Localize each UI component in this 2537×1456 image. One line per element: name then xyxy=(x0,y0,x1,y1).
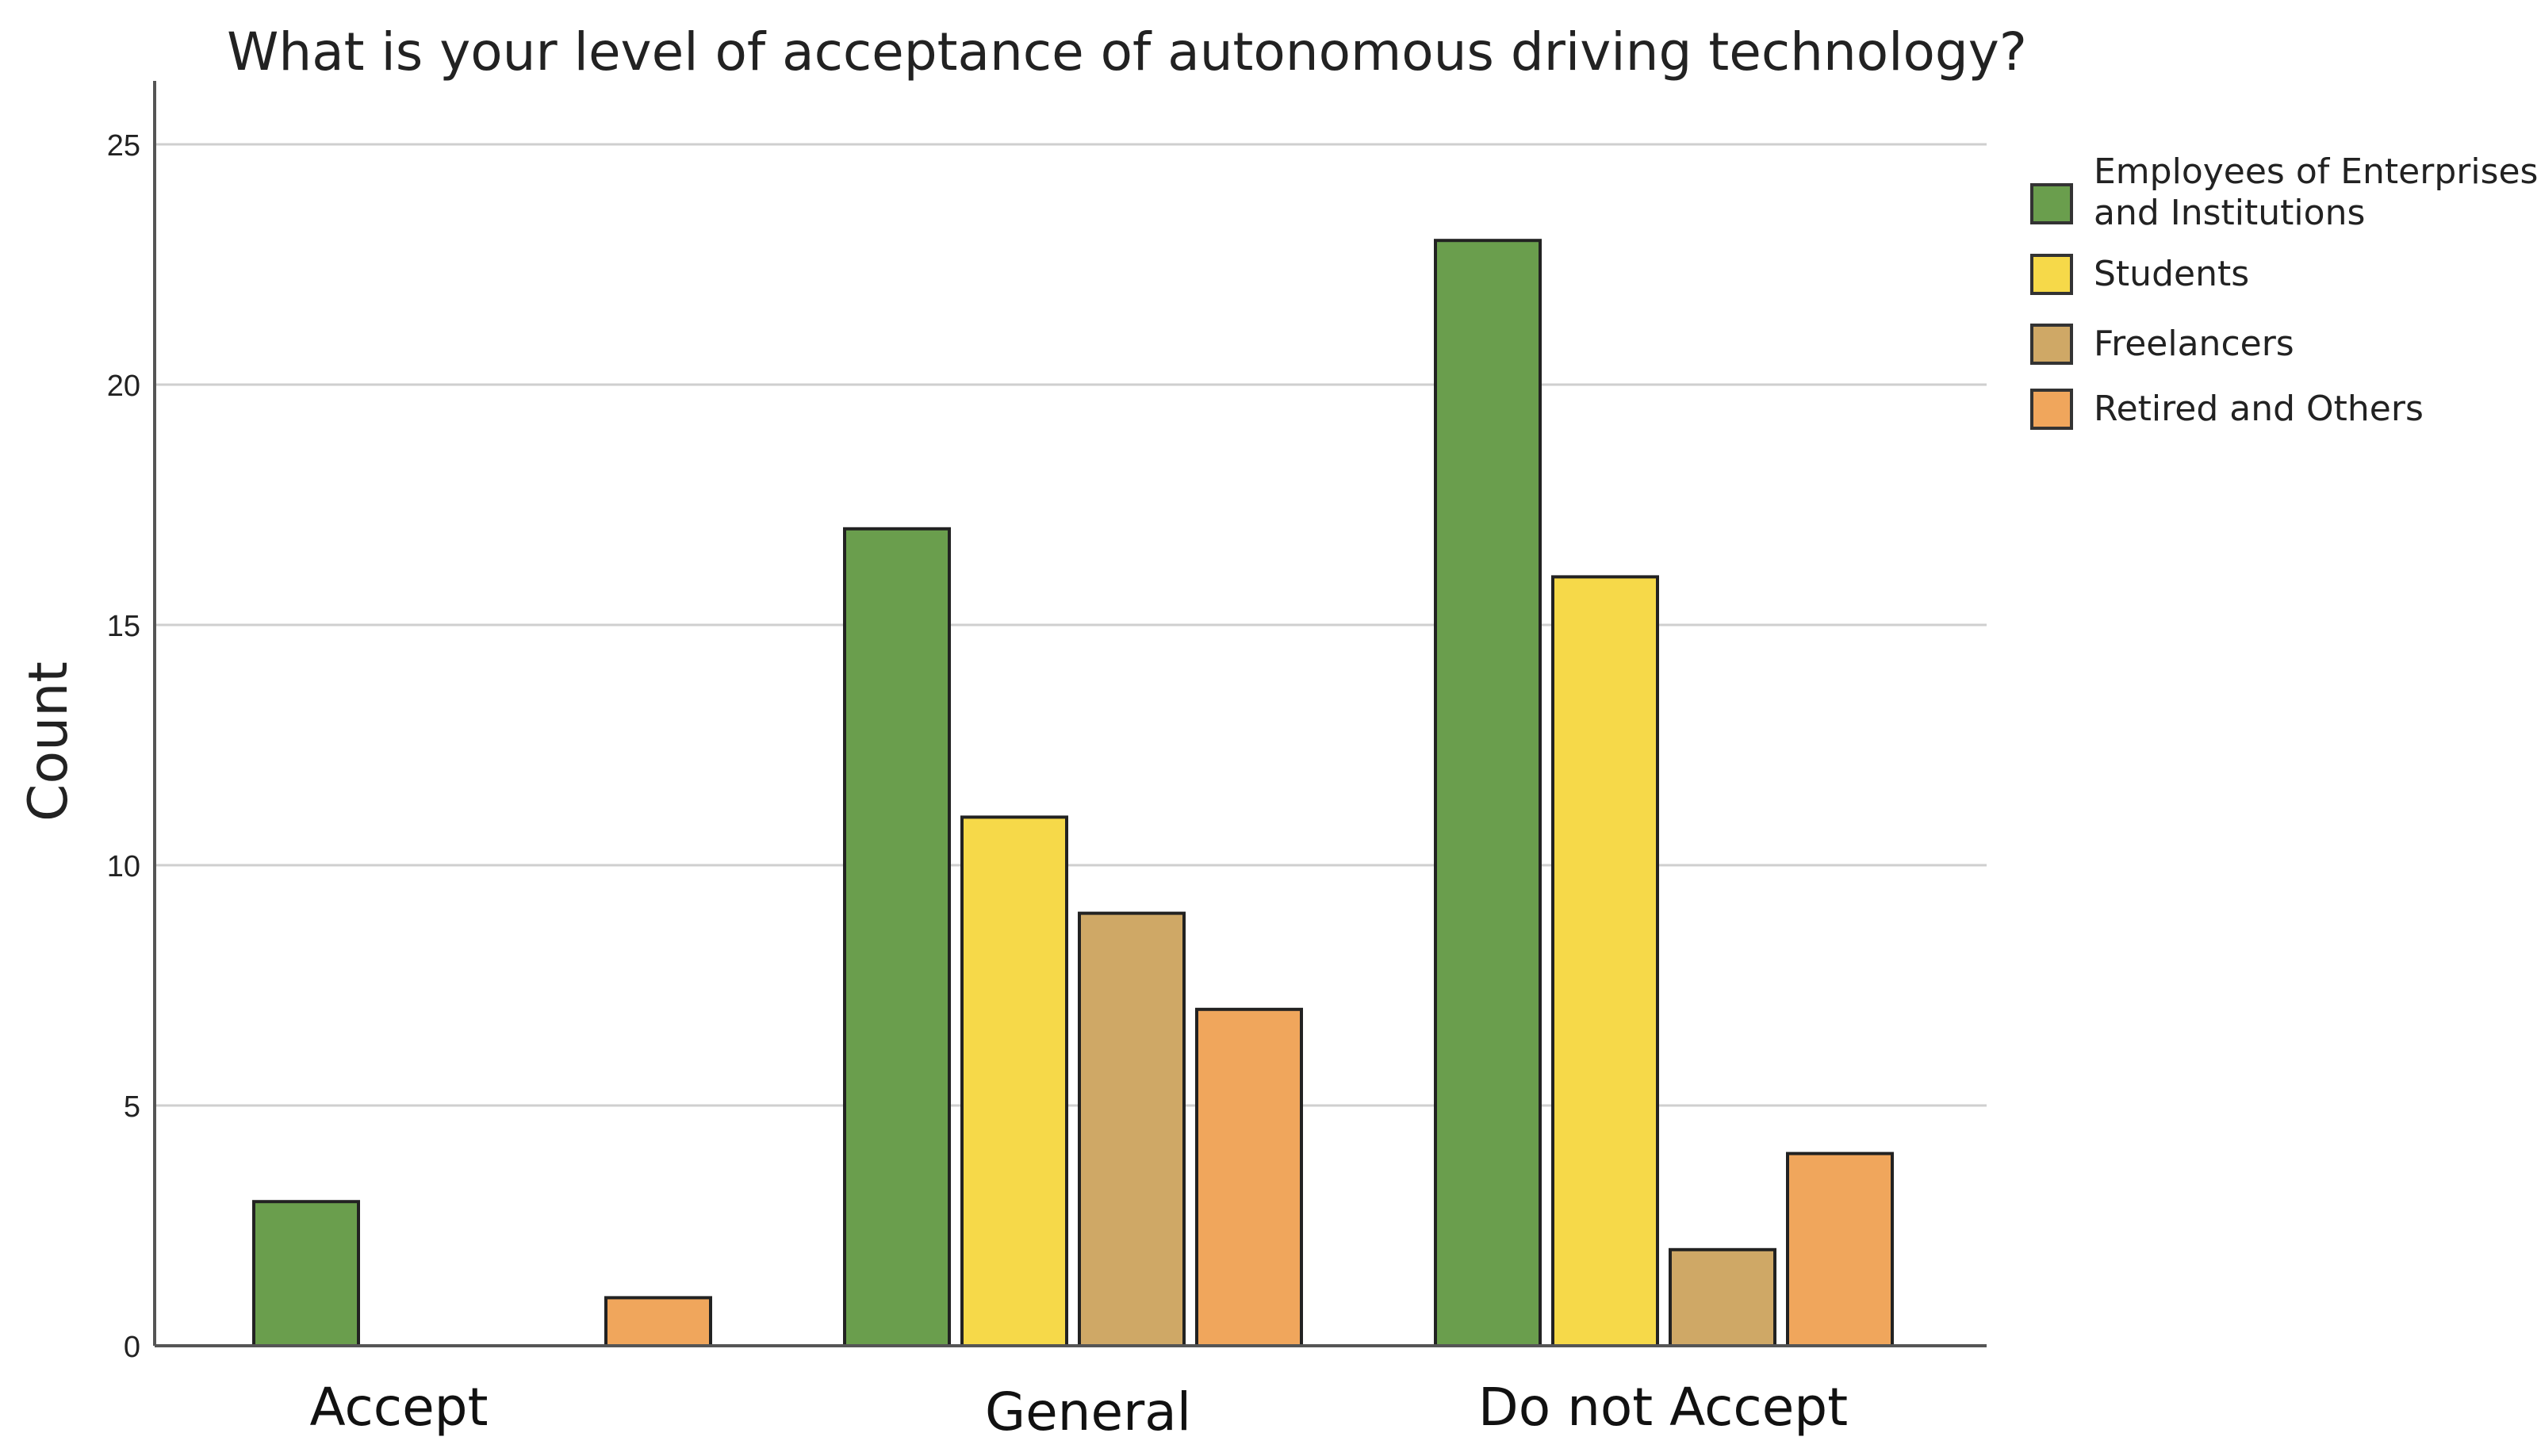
bars xyxy=(252,239,1894,1348)
category-label: Do not Accept xyxy=(1478,1377,1848,1438)
bar-accept-retired-and-others xyxy=(604,1296,712,1348)
y-tick-label: 0 xyxy=(124,1331,140,1364)
bar-general-students xyxy=(960,815,1068,1347)
y-tick-label: 10 xyxy=(107,850,140,883)
bar-do-not-accept-students xyxy=(1551,575,1659,1347)
legend-label: and Institutions xyxy=(2094,193,2365,233)
bar-general-freelancers xyxy=(1078,911,1186,1347)
bar-accept-employees-of-enterprises-and-institutions xyxy=(252,1200,360,1347)
y-axis-title: Count xyxy=(17,661,80,822)
gridlines xyxy=(155,143,1987,1107)
category-label: General xyxy=(985,1381,1191,1443)
bar-general-employees-of-enterprises-and-institutions xyxy=(843,527,951,1347)
legend-swatch xyxy=(2030,254,2073,295)
axes xyxy=(153,81,1987,1347)
category-label: Accept xyxy=(310,1377,489,1438)
legend-label: Freelancers xyxy=(2094,324,2294,364)
y-tick-label: 15 xyxy=(107,610,140,643)
legend-label: Employees of Enterprises xyxy=(2094,151,2537,192)
bar-do-not-accept-freelancers xyxy=(1669,1247,1776,1348)
bar-do-not-accept-retired-and-others xyxy=(1786,1151,1894,1347)
legend-label: Students xyxy=(2094,254,2249,294)
legend-swatch xyxy=(2030,389,2073,430)
y-tick-label: 25 xyxy=(107,129,140,163)
legend-swatch xyxy=(2030,183,2073,224)
bar-general-retired-and-others xyxy=(1195,1007,1303,1348)
y-tick-label: 5 xyxy=(124,1090,140,1124)
legend-label: Retired and Others xyxy=(2094,389,2424,429)
y-tick-label: 20 xyxy=(107,370,140,403)
y-tick-labels: 0 5 10 15 20 25 xyxy=(107,129,140,1364)
legend-swatch xyxy=(2030,324,2073,365)
chart-title: What is your level of acceptance of auto… xyxy=(227,21,2027,82)
bar-do-not-accept-employees-of-enterprises-and-institutions xyxy=(1434,239,1542,1348)
x-category-labels: Accept General Do not Accept xyxy=(310,1377,1849,1443)
